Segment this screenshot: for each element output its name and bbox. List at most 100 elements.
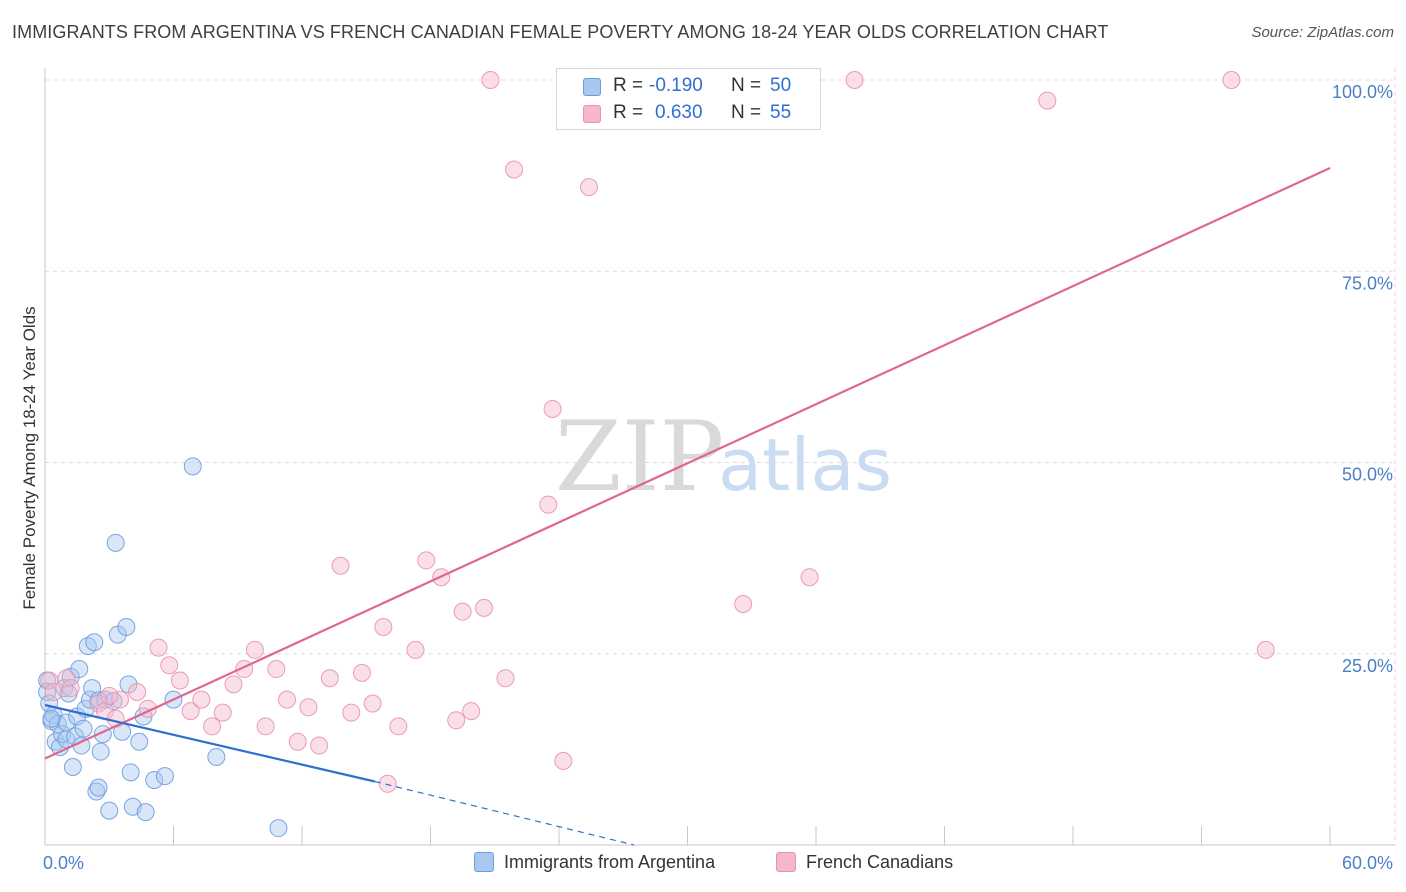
point-french-canadian	[100, 686, 119, 705]
trend-lines	[44, 166, 1331, 846]
trend-line-argentina-extrapolated	[374, 780, 635, 846]
series-legend-french-canadians: French Canadians	[776, 852, 953, 876]
point-french-canadian	[505, 160, 524, 179]
y-axis-label: Female Poverty Among 18-24 Year Olds	[20, 306, 39, 609]
point-argentina	[117, 617, 136, 636]
y-tick-label: 75.0%	[1342, 273, 1393, 293]
point-french-canadian	[378, 774, 397, 793]
point-french-canadian	[475, 598, 494, 617]
watermark-zip: ZIP	[555, 401, 724, 513]
legend-n-value: 50	[770, 75, 792, 96]
y-tick-label: 50.0%	[1342, 465, 1393, 485]
trend-line-argentina	[44, 703, 376, 783]
point-argentina	[100, 801, 119, 820]
point-french-canadian	[389, 717, 408, 736]
point-french-canadian	[579, 178, 598, 197]
point-argentina	[130, 732, 149, 751]
point-french-canadian	[543, 399, 562, 418]
chart-title: IMMIGRANTS FROM ARGENTINA VS FRENCH CANA…	[12, 22, 1109, 42]
point-french-canadian	[496, 669, 515, 688]
point-french-canadian	[1222, 71, 1241, 89]
point-french-canadian	[106, 709, 125, 728]
trend-line-french-canadians	[44, 166, 1331, 760]
legend-swatch-blue	[583, 78, 601, 96]
point-argentina	[42, 709, 61, 728]
point-french-canadian	[170, 671, 189, 690]
legend-n-label: N =	[731, 102, 762, 123]
series-legend-argentina: Immigrants from Argentina	[474, 852, 715, 876]
point-french-canadian	[149, 638, 168, 657]
point-french-canadian	[342, 703, 361, 722]
point-french-canadian	[61, 679, 80, 698]
point-argentina	[63, 757, 82, 776]
point-french-canadian	[406, 640, 425, 659]
watermark-atlas: atlas	[718, 423, 892, 507]
point-argentina	[89, 778, 108, 797]
point-french-canadian	[352, 663, 371, 682]
legend-n-label: N =	[731, 75, 762, 96]
legend-r-value: 0.630	[655, 102, 703, 123]
point-french-canadian	[299, 698, 318, 717]
point-argentina	[85, 633, 104, 652]
axis-labels: 25.0% 50.0% 75.0% 100.0% 0.0% 60.0%	[43, 82, 1393, 873]
y-tick-label: 100.0%	[1332, 82, 1393, 102]
point-french-canadian	[331, 556, 350, 575]
point-french-canadian	[44, 683, 63, 701]
watermark: ZIP atlas	[555, 401, 892, 513]
point-french-canadian	[1038, 91, 1057, 110]
point-argentina	[207, 748, 226, 767]
legend-swatch-pink	[583, 105, 601, 123]
legend-r-label: R =	[613, 102, 644, 123]
point-french-canadian	[213, 703, 232, 722]
point-argentina	[121, 763, 140, 782]
point-french-canadian	[447, 711, 466, 730]
correlation-legend: R = -0.190 N = 50 R = 0.630 N = 55	[556, 68, 821, 130]
point-french-canadian	[192, 690, 211, 709]
series-label-french-canadians: French Canadians	[806, 852, 954, 872]
point-french-canadian	[203, 717, 222, 736]
point-french-canadian	[462, 702, 481, 721]
point-argentina	[183, 457, 202, 476]
point-argentina	[145, 770, 164, 789]
point-french-canadian	[417, 551, 436, 570]
point-argentina	[91, 742, 110, 761]
series-label-argentina: Immigrants from Argentina	[504, 852, 716, 872]
legend-r-label: R =	[613, 75, 644, 96]
point-french-canadian	[288, 732, 307, 751]
x-tick-label: 60.0%	[1342, 853, 1393, 873]
point-french-canadian	[256, 717, 275, 736]
point-argentina	[269, 819, 288, 838]
point-argentina	[106, 533, 125, 552]
point-french-canadian	[363, 694, 382, 713]
legend-n-value: 55	[770, 102, 792, 123]
y-tick-label: 25.0%	[1342, 656, 1393, 676]
point-french-canadian	[181, 702, 200, 721]
point-argentina	[70, 660, 89, 679]
point-argentina	[136, 803, 155, 822]
point-french-canadian	[800, 568, 819, 587]
point-french-canadian	[320, 669, 339, 688]
point-french-canadian	[310, 736, 329, 755]
point-french-canadian	[453, 602, 472, 621]
point-french-canadian	[278, 690, 297, 709]
point-french-canadian	[845, 71, 864, 89]
point-french-canadian	[245, 640, 264, 659]
point-french-canadian	[224, 675, 243, 694]
point-french-canadian	[267, 660, 286, 679]
point-french-canadian	[539, 495, 558, 514]
point-argentina	[38, 683, 57, 701]
point-french-canadian	[57, 669, 76, 688]
point-argentina	[155, 767, 174, 786]
data-points	[38, 71, 1275, 838]
point-french-canadian	[481, 71, 500, 89]
point-french-canadian	[1256, 640, 1275, 659]
source-label: Source: ZipAtlas.com	[1251, 24, 1394, 41]
point-french-canadian	[374, 617, 393, 636]
x-tick-label: 0.0%	[43, 853, 84, 873]
point-french-canadian	[110, 690, 129, 709]
point-french-canadian	[554, 751, 573, 770]
series-swatch-blue	[474, 852, 494, 872]
point-french-canadian	[89, 694, 108, 713]
legend-r-value: -0.190	[649, 75, 703, 96]
